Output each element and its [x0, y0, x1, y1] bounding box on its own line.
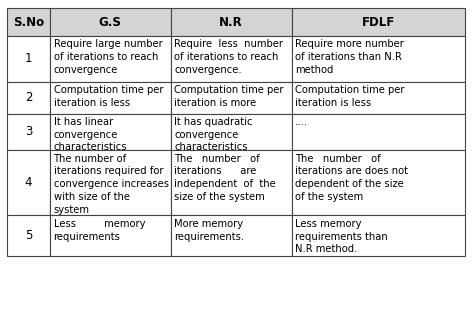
Text: Computation time per
iteration is more: Computation time per iteration is more	[174, 85, 284, 108]
Text: 3: 3	[25, 126, 32, 138]
Text: It has quadratic
convergence
characteristics: It has quadratic convergence characteris…	[174, 117, 253, 153]
Text: The   number   of
iterations are does not
dependent of the size
of the system: The number of iterations are does not de…	[295, 154, 408, 202]
Bar	[50, 82, 171, 114]
Text: 2: 2	[25, 91, 32, 104]
Text: S.No: S.No	[13, 16, 44, 28]
Text: G.S: G.S	[99, 16, 122, 28]
Bar	[7, 82, 50, 114]
Bar	[50, 36, 171, 82]
Text: N.R: N.R	[219, 16, 243, 28]
Bar	[7, 36, 50, 82]
Text: Require large number
of iterations to reach
convergence: Require large number of iterations to re…	[54, 39, 162, 75]
Bar	[171, 114, 292, 150]
Text: Computation time per
iteration is less: Computation time per iteration is less	[54, 85, 163, 108]
Bar	[50, 215, 171, 256]
Bar	[171, 8, 292, 36]
Bar	[171, 215, 292, 256]
Bar	[7, 8, 50, 36]
Bar	[50, 8, 171, 36]
Bar	[7, 150, 50, 215]
Bar	[292, 8, 465, 36]
Bar	[7, 215, 50, 256]
Text: 4: 4	[25, 176, 32, 189]
Text: ....: ....	[295, 117, 308, 127]
Text: 1: 1	[25, 52, 32, 65]
Bar	[292, 150, 465, 215]
Bar	[50, 114, 171, 150]
Bar	[292, 215, 465, 256]
Text: 5: 5	[25, 229, 32, 242]
Bar	[292, 114, 465, 150]
Bar	[292, 82, 465, 114]
Text: Less         memory
requirements: Less memory requirements	[54, 219, 145, 241]
Text: Less memory
requirements than
N.R method.: Less memory requirements than N.R method…	[295, 219, 388, 255]
Text: The number of
iterations required for
convergence increases
with size of the
sys: The number of iterations required for co…	[54, 154, 169, 215]
Bar	[171, 150, 292, 215]
Text: Require more number
of iterations than N.R
method: Require more number of iterations than N…	[295, 39, 404, 75]
Bar	[171, 82, 292, 114]
Text: The   number   of
iterations      are
independent  of  the
size of the system: The number of iterations are independent…	[174, 154, 276, 202]
Bar	[292, 36, 465, 82]
Text: It has linear
convergence
characteristics: It has linear convergence characteristic…	[54, 117, 127, 153]
Text: Computation time per
iteration is less: Computation time per iteration is less	[295, 85, 405, 108]
Text: More memory
requirements.: More memory requirements.	[174, 219, 245, 241]
Bar	[50, 150, 171, 215]
Text: Require  less  number
of iterations to reach
convergence.: Require less number of iterations to rea…	[174, 39, 283, 75]
Bar	[171, 36, 292, 82]
Bar	[7, 114, 50, 150]
Text: FDLF: FDLF	[361, 16, 395, 28]
